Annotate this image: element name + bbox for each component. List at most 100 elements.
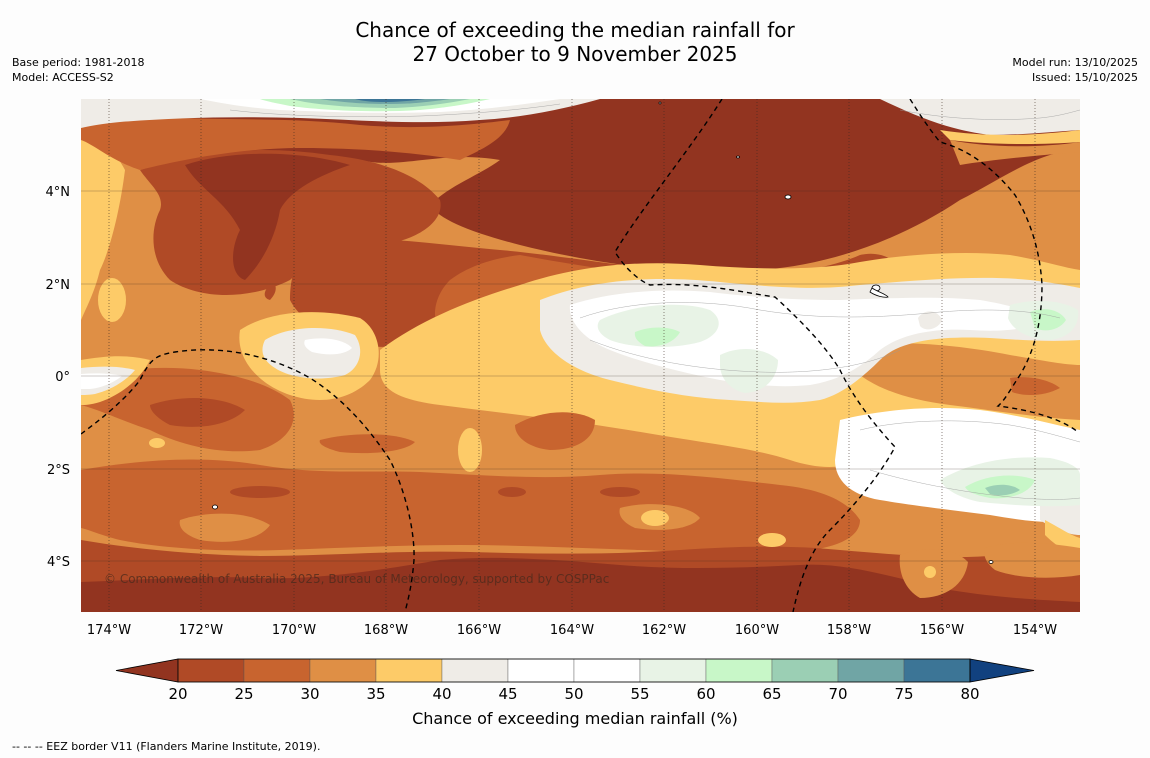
band-75-80-top (355, 99, 425, 102)
band-25-30-central (435, 255, 884, 340)
colorbar-label: Chance of exceeding median rainfall (%) (412, 709, 738, 728)
lat-label: 4°S (47, 555, 70, 570)
eez-borders (81, 99, 1079, 612)
band-25-30-south-belt (81, 459, 860, 554)
colorbar-segment (507, 658, 575, 683)
band-45-50-nw-bubble (304, 338, 352, 355)
band-65-70-southeast-patch (985, 484, 1020, 496)
colorbar-tick: 45 (498, 685, 517, 703)
band-below-20-patch-a (185, 153, 350, 280)
colorbar-tick: 75 (894, 685, 913, 703)
band-30-35-south-pocket-d (984, 542, 1080, 578)
colorbar-outline (177, 658, 971, 683)
colorbar-segment (903, 658, 971, 683)
lon-label: 166°W (457, 623, 501, 638)
islands (212, 101, 994, 564)
map-title: Chance of exceeding the median rainfall … (0, 18, 1150, 66)
band-35-40-spot-b (458, 428, 482, 472)
band-60-65-west-patch (634, 327, 680, 347)
band-55-60-west-patch (597, 304, 719, 348)
band-55-60-mid-patch (720, 348, 778, 393)
lon-label: 160°W (735, 623, 779, 638)
contour-lines (229, 103, 1080, 500)
band-25-30-pocket-d (319, 434, 415, 454)
colorbar-segment (177, 658, 245, 683)
meta-left: Base period: 1981-2018 Model: ACCESS-S2 (12, 55, 144, 85)
lat-label: 2°S (47, 463, 70, 478)
band-30-35-upper-left (81, 117, 510, 170)
colorbar-extend-high (969, 658, 1035, 683)
band-25-30-east-patch (1010, 377, 1060, 396)
band-20-25-pocket-c (600, 487, 640, 497)
colorbar-tick: 80 (960, 685, 979, 703)
band-30-35-upper-right (950, 140, 1080, 165)
band-30-35-south-pocket-a (179, 513, 270, 542)
colorbar-segment (705, 658, 773, 683)
colorbar-tick: 25 (234, 685, 253, 703)
band-45-50-west-equator (81, 373, 122, 389)
lon-label: 172°W (179, 623, 223, 638)
band-30-35-east-strip (849, 343, 1080, 420)
lon-label: 158°W (827, 623, 871, 638)
band-35-40-spot-e (758, 533, 786, 547)
lon-label: 168°W (364, 623, 408, 638)
colorbar-segment (243, 658, 311, 683)
band-20-25-pocket-f (264, 283, 276, 300)
band-below-20-west-patch (150, 398, 245, 427)
colorbar-tick: 35 (366, 685, 385, 703)
title-line-1: Chance of exceeding the median rainfall … (355, 18, 795, 42)
title-line-2: 27 October to 9 November 2025 (412, 42, 738, 66)
colorbar-segment (375, 658, 443, 683)
colorbar-extend-low (115, 658, 179, 683)
colorbar-tick: 65 (762, 685, 781, 703)
lon-label: 156°W (920, 623, 964, 638)
meta-right: Model run: 13/10/2025 Issued: 15/10/2025 (1012, 55, 1138, 85)
colorbar-segment (573, 658, 641, 683)
lon-labels: 174°W 172°W 170°W 168°W 166°W 164°W 162°… (87, 623, 1057, 638)
band-35-40-spot-f (641, 510, 669, 526)
lon-label: 174°W (87, 623, 131, 638)
colorbar-segment (837, 658, 905, 683)
eez-footnote: -- -- -- EEZ border V11 (Flanders Marine… (12, 740, 321, 753)
base-period: Base period: 1981-2018 (12, 56, 145, 69)
copyright-notice: © Commonwealth of Australia 2025, Bureau… (104, 572, 609, 586)
lat-label: 2°N (46, 278, 71, 293)
colorbar-tick: 60 (696, 685, 715, 703)
lat-labels: 4°N 2°N 0° 2°S 4°S (46, 185, 71, 570)
band-35-40-upper-right (940, 130, 1080, 145)
colorbar (115, 658, 1035, 683)
band-35-40-upper-left (81, 135, 125, 320)
band-40-45-spot (918, 311, 942, 330)
probability-field: © Commonwealth of Australia 2025, Bureau… (81, 99, 1080, 612)
lon-label: 164°W (550, 623, 594, 638)
lat-gridlines (81, 190, 1080, 562)
colorbar-ticks: 20 25 30 35 40 45 50 55 60 65 70 75 80 (168, 685, 979, 703)
colorbar-tick: 30 (300, 685, 319, 703)
band-25-30-pocket-e (515, 412, 595, 450)
band-35-40-spot-d (924, 566, 936, 578)
band-35-40-spot-c (149, 438, 165, 448)
model-run: Model run: 13/10/2025 (1012, 56, 1138, 69)
colorbar-tick: 40 (432, 685, 451, 703)
rainfall-map: © Commonwealth of Australia 2025, Bureau… (46, 99, 1080, 703)
model-name: Model: ACCESS-S2 (12, 71, 114, 84)
lat-label: 4°N (46, 185, 71, 200)
band-20-25-pocket-a (230, 486, 290, 498)
band-below-20-south (81, 557, 1080, 612)
colorbar-segment (639, 658, 707, 683)
lon-label: 154°W (1013, 623, 1057, 638)
issued-date: Issued: 15/10/2025 (1031, 71, 1138, 84)
band-40-45-upper-right (880, 99, 1080, 135)
band-35-40-spot-a (98, 278, 126, 322)
colorbar-tick: 55 (630, 685, 649, 703)
lon-label: 162°W (642, 623, 686, 638)
lon-label: 170°W (272, 623, 316, 638)
lat-label: 0° (55, 370, 70, 385)
colorbar-segment (441, 658, 509, 683)
colorbar-tick: 50 (564, 685, 583, 703)
colorbar-segment (771, 658, 839, 683)
colorbar-segment (309, 658, 377, 683)
colorbar-tick: 70 (828, 685, 847, 703)
band-20-25-pocket-b (498, 487, 526, 497)
colorbar-tick: 20 (168, 685, 187, 703)
